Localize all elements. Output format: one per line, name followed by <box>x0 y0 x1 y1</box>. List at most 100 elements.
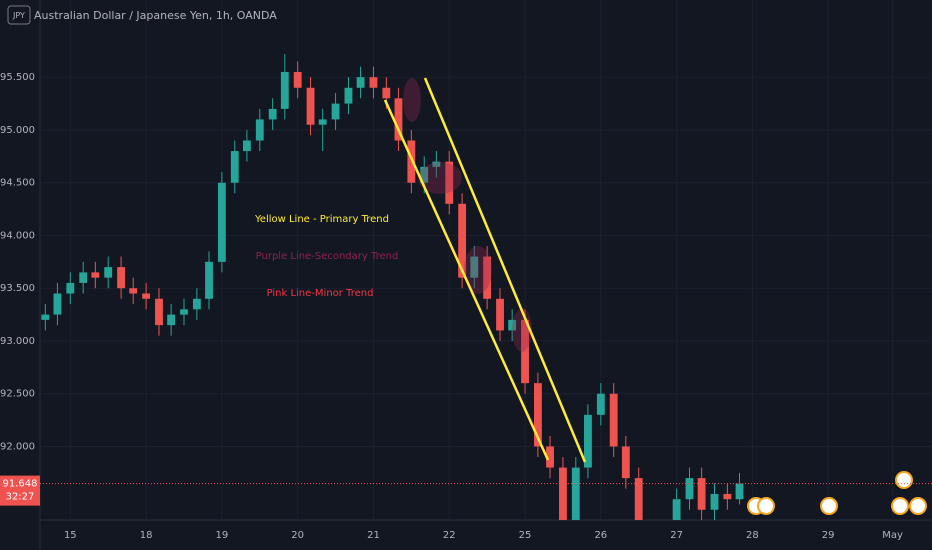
trend-drawings <box>383 77 587 463</box>
candle-body <box>129 288 138 294</box>
candle-body <box>167 314 176 326</box>
event-icon <box>909 497 927 515</box>
candle-body <box>79 272 88 283</box>
candle-body <box>318 119 327 125</box>
candle-body <box>710 493 719 510</box>
candle-body <box>697 478 706 510</box>
candle-body <box>293 71 302 88</box>
candle-body <box>356 77 365 88</box>
candle-body <box>66 282 75 294</box>
x-tick-label: 20 <box>291 530 304 541</box>
candle-body <box>394 98 403 141</box>
candle-body <box>192 298 201 310</box>
annotations: Yellow Line - Primary Trend Purple Line-S… <box>254 214 398 299</box>
candle-body <box>458 203 467 278</box>
candle-body <box>420 166 429 183</box>
symbol-badge-text: JPY <box>12 11 25 20</box>
candle-body <box>496 298 504 331</box>
last-price-label: 91.648 <box>3 479 38 490</box>
candle-body <box>142 293 151 299</box>
candle-body <box>407 140 416 183</box>
candle-body <box>634 478 643 520</box>
event-icon <box>891 497 909 515</box>
candle-body <box>672 499 681 520</box>
candle-body <box>470 256 479 278</box>
chart-title: Australian Dollar / Japanese Yen, 1h, OA… <box>34 9 277 22</box>
candle-body <box>41 314 50 320</box>
annotation: Purple Line-Secondary Trend <box>256 251 399 262</box>
annotation: Yellow Line - Primary Trend <box>254 214 389 225</box>
x-tick-label: 19 <box>216 530 229 541</box>
candle-body <box>242 140 251 152</box>
y-tick-label: 93.500 <box>0 283 35 294</box>
candle-body <box>382 87 391 99</box>
candle-body <box>91 272 100 278</box>
trend-line <box>423 77 587 463</box>
candle-body <box>735 483 744 500</box>
candle-body <box>621 446 630 479</box>
x-tick-label: 22 <box>443 530 456 541</box>
trend-line <box>383 99 550 461</box>
candle-body <box>445 161 454 204</box>
highlight <box>418 162 462 194</box>
candles <box>41 54 744 520</box>
candle-body <box>331 103 340 120</box>
last-price-box <box>0 475 40 506</box>
x-tick-label: 26 <box>594 530 607 541</box>
candle-body <box>268 108 277 120</box>
candle-body <box>255 119 264 141</box>
event-icon <box>757 497 775 515</box>
candle-body <box>584 414 592 468</box>
candle-body <box>432 161 441 167</box>
candle-body <box>155 298 163 326</box>
y-tick-label: 95.500 <box>0 72 35 83</box>
candle-body <box>280 71 289 109</box>
candle-body <box>685 478 694 500</box>
candle-body <box>483 256 492 299</box>
x-tick-label: 27 <box>670 530 683 541</box>
candle-body <box>230 151 239 183</box>
candle-body <box>205 261 213 299</box>
symbol-badge <box>7 5 31 25</box>
candle-body <box>217 182 226 262</box>
x-tick-label: 21 <box>367 530 380 541</box>
candle-body <box>596 393 605 415</box>
last-price: 91.648 32:27 <box>0 475 932 506</box>
candle-body <box>571 467 580 520</box>
y-tick-label: 93.000 <box>0 336 35 347</box>
candle-body <box>104 267 113 278</box>
highlight <box>464 246 492 294</box>
x-tick-label: 18 <box>140 530 153 541</box>
candle-body <box>344 87 353 104</box>
candle-body <box>723 493 732 500</box>
candle-body <box>53 293 62 315</box>
event-icon <box>895 471 913 489</box>
candle-body <box>369 77 378 88</box>
candle-body <box>533 383 542 447</box>
event-icons <box>747 471 927 515</box>
y-tick-label: 94.500 <box>0 178 35 189</box>
candle-body <box>609 393 618 447</box>
grid <box>40 0 932 520</box>
candle-body <box>117 267 126 289</box>
event-icon <box>820 497 838 515</box>
candle-body <box>508 319 517 331</box>
x-tick-label: 28 <box>746 530 759 541</box>
candle-body <box>180 309 188 315</box>
candle-body <box>306 87 315 125</box>
countdown: 32:27 <box>6 492 35 503</box>
y-tick-label: 95.000 <box>0 125 35 136</box>
candle-body <box>559 467 567 520</box>
x-tick-label: 15 <box>64 530 77 541</box>
candle-body <box>521 319 529 384</box>
highlight <box>512 308 532 352</box>
x-tick-label: 25 <box>519 530 532 541</box>
x-tick-label: 29 <box>822 530 835 541</box>
annotation: Pink Line-Minor Trend <box>267 288 374 299</box>
highlight <box>403 78 421 122</box>
y-tick-label: 92.000 <box>0 441 35 452</box>
y-tick-label: 94.000 <box>0 230 35 241</box>
y-tick-label: 92.500 <box>0 389 35 400</box>
x-tick-label: May <box>882 530 903 541</box>
